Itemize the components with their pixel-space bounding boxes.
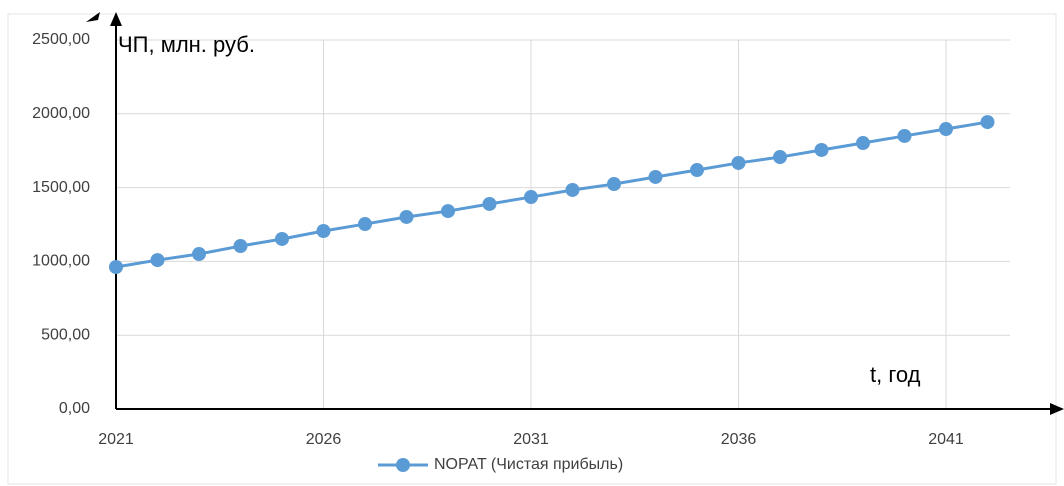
legend-marker bbox=[396, 458, 410, 472]
y-axis-arrow bbox=[110, 12, 122, 26]
data-point bbox=[607, 177, 621, 192]
x-tick-label: 2031 bbox=[513, 431, 549, 448]
axes bbox=[86, 12, 1064, 415]
x-axis-arrow bbox=[1050, 403, 1064, 415]
data-point bbox=[150, 253, 165, 268]
data-point bbox=[399, 209, 414, 224]
y-axis-annotation: ЧП, млн. руб. bbox=[118, 32, 255, 57]
data-point bbox=[814, 142, 829, 157]
data-point bbox=[316, 223, 331, 238]
data-point bbox=[192, 247, 206, 262]
data-point bbox=[856, 136, 870, 151]
data-point bbox=[939, 122, 953, 137]
data-point bbox=[731, 155, 746, 170]
data-point bbox=[109, 260, 123, 275]
data-point bbox=[441, 204, 455, 219]
data-point bbox=[358, 217, 372, 232]
chart-border bbox=[7, 13, 1057, 485]
x-tick-label: 2026 bbox=[306, 431, 342, 448]
y-tick-label: 1500,00 bbox=[32, 179, 90, 196]
data-point bbox=[233, 239, 248, 254]
x-tick-label: 2036 bbox=[721, 431, 757, 448]
legend-label: NOPAT (Чистая прибыль) bbox=[434, 456, 623, 473]
x-tick-label: 2021 bbox=[98, 431, 134, 448]
x-axis-annotation: t, год bbox=[870, 362, 921, 387]
data-point bbox=[690, 163, 704, 178]
data-point bbox=[482, 196, 497, 211]
grid bbox=[115, 39, 1010, 410]
data-point bbox=[275, 231, 289, 246]
y-tick-label: 500,00 bbox=[41, 326, 90, 343]
series-line bbox=[115, 120, 988, 269]
data-point bbox=[648, 169, 663, 184]
data-point bbox=[773, 150, 787, 165]
y-tick-label: 2500,00 bbox=[32, 31, 90, 48]
data-point bbox=[524, 190, 538, 205]
data-point bbox=[897, 128, 912, 143]
data-point bbox=[565, 182, 580, 197]
data-point bbox=[980, 115, 995, 130]
y-tick-label: 2000,00 bbox=[32, 105, 90, 122]
y-tick-label: 0,00 bbox=[59, 400, 90, 417]
y-tick-label: 1000,00 bbox=[32, 253, 90, 270]
arrow-mark bbox=[86, 12, 100, 22]
x-tick-label: 2041 bbox=[928, 431, 964, 448]
